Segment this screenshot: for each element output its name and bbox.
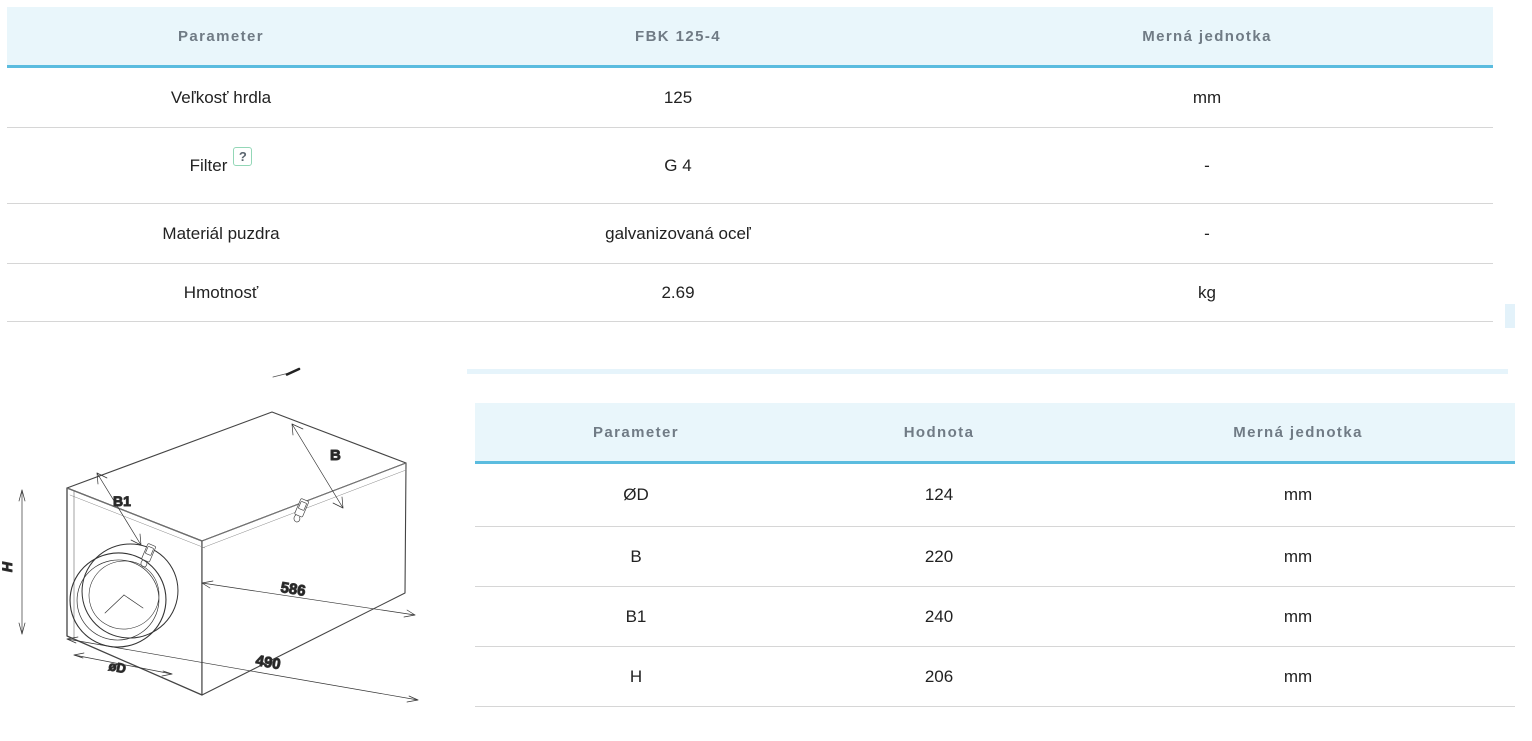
svg-text:øD: øD [107, 658, 127, 676]
svg-text:490: 490 [254, 652, 282, 673]
svg-text:H: H [0, 561, 15, 572]
svg-text:B: B [330, 447, 341, 464]
svg-text:B1: B1 [113, 493, 131, 509]
